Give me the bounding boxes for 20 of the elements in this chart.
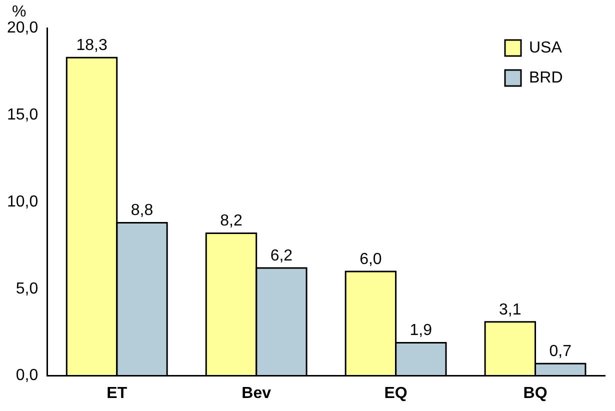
legend-label: USA [529,39,562,56]
y-tick-label: 5,0 [16,280,38,298]
x-tick-label: BQ [523,384,548,402]
y-axis-title: % [12,3,26,20]
data-label: 8,2 [220,212,242,230]
data-label: 6,0 [360,250,382,268]
data-label: 6,2 [270,247,293,264]
data-label: 8,8 [130,202,154,220]
y-tick-label: 15,0 [7,106,38,124]
x-tick-label: Bev [242,384,272,402]
y-tick-label: 0,0 [16,367,38,384]
data-label: 18,3 [76,36,108,54]
data-label: 1,9 [410,322,432,340]
data-label: 3,1 [499,301,522,318]
y-tick-label: 10,0 [7,193,38,210]
x-tick-label: ET [106,384,128,402]
y-tick-label: 20,0 [7,19,38,36]
legend-label: BRD [529,69,563,86]
x-tick-label: EQ [384,384,408,402]
data-label: 0,7 [549,343,572,360]
